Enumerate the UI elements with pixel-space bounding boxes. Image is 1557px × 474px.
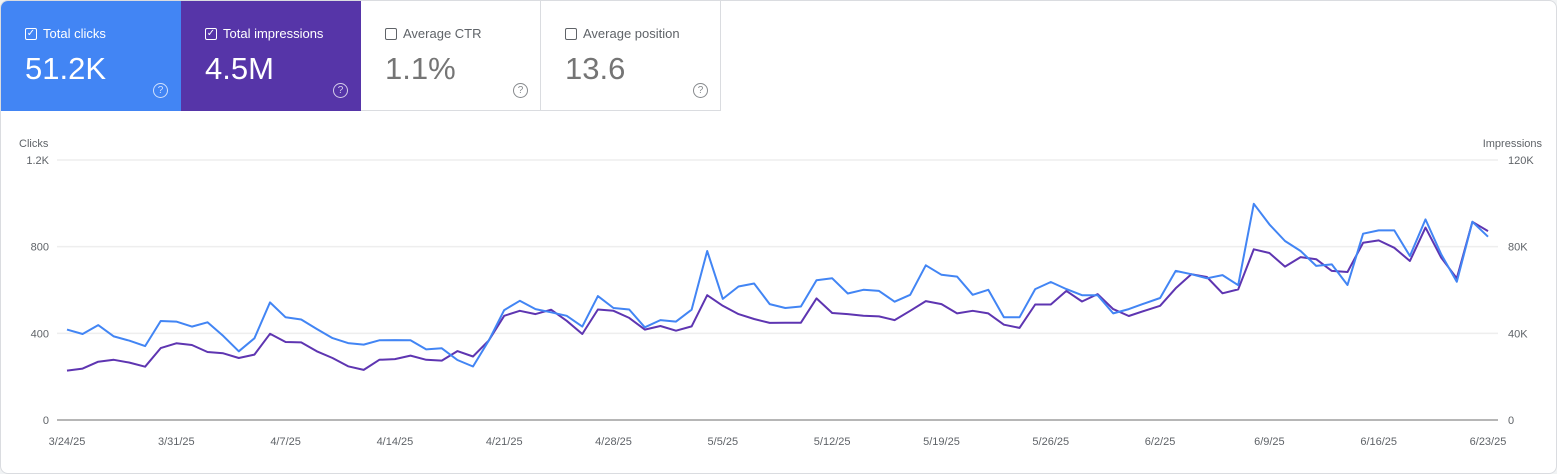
- x-tick-label: 6/9/25: [1254, 436, 1285, 448]
- x-tick-label: 3/31/25: [158, 436, 195, 448]
- x-tick-label: 3/24/25: [49, 436, 86, 448]
- checkbox-checked-icon[interactable]: ✓: [25, 27, 37, 40]
- metric-value: 13.6: [565, 51, 626, 86]
- series-line-clicks[interactable]: [66, 202, 1489, 368]
- x-tick-label: 5/12/25: [814, 436, 851, 448]
- checkbox-checked-icon[interactable]: ✓: [205, 27, 217, 40]
- left-axis-label: Clicks: [19, 138, 49, 150]
- metric-label: Average CTR: [403, 26, 482, 41]
- help-icon[interactable]: ?: [153, 83, 168, 98]
- right-tick-label: 120K: [1508, 155, 1534, 167]
- right-tick-label: 80K: [1508, 242, 1528, 254]
- metric-cards: ✓ Total clicks 51.2K ? ✓ Total impressions…: [1, 1, 721, 111]
- x-tick-label: 4/28/25: [595, 436, 632, 448]
- metric-value: 4.5M: [205, 51, 274, 86]
- x-tick-label: 4/14/25: [377, 436, 414, 448]
- x-tick-label: 5/19/25: [923, 436, 960, 448]
- series-line-impressions[interactable]: [66, 220, 1489, 372]
- left-tick-label: 800: [31, 242, 49, 254]
- right-tick-label: 0: [1508, 415, 1514, 427]
- help-icon[interactable]: ?: [693, 83, 708, 98]
- metric-card-average-ctr[interactable]: Average CTR 1.1% ?: [361, 1, 541, 111]
- metric-label: Total clicks: [43, 26, 106, 41]
- help-icon[interactable]: ?: [513, 83, 528, 98]
- left-tick-label: 400: [31, 328, 49, 340]
- metric-card-total-clicks[interactable]: ✓ Total clicks 51.2K ?: [1, 1, 181, 111]
- x-tick-label: 5/5/25: [708, 436, 739, 448]
- metric-card-total-impressions[interactable]: ✓ Total impressions 4.5M ?: [181, 1, 361, 111]
- x-tick-label: 4/7/25: [270, 436, 301, 448]
- metric-value: 1.1%: [385, 51, 456, 86]
- x-tick-label: 6/23/25: [1470, 436, 1507, 448]
- left-tick-label: 0: [43, 415, 49, 427]
- checkbox-unchecked-icon[interactable]: [385, 27, 397, 40]
- right-axis-label: Impressions: [1483, 138, 1543, 150]
- metric-card-average-position[interactable]: Average position 13.6 ?: [541, 1, 721, 111]
- left-tick-label: 1.2K: [26, 155, 49, 167]
- help-icon[interactable]: ?: [333, 83, 348, 98]
- metric-value: 51.2K: [25, 51, 107, 86]
- metric-label: Total impressions: [223, 26, 324, 41]
- x-tick-label: 6/2/25: [1145, 436, 1176, 448]
- right-tick-label: 40K: [1508, 328, 1528, 340]
- x-tick-label: 6/16/25: [1360, 436, 1397, 448]
- checkbox-unchecked-icon[interactable]: [565, 27, 577, 40]
- x-tick-label: 5/26/25: [1032, 436, 1069, 448]
- x-tick-label: 4/21/25: [486, 436, 523, 448]
- metric-label: Average position: [583, 26, 680, 41]
